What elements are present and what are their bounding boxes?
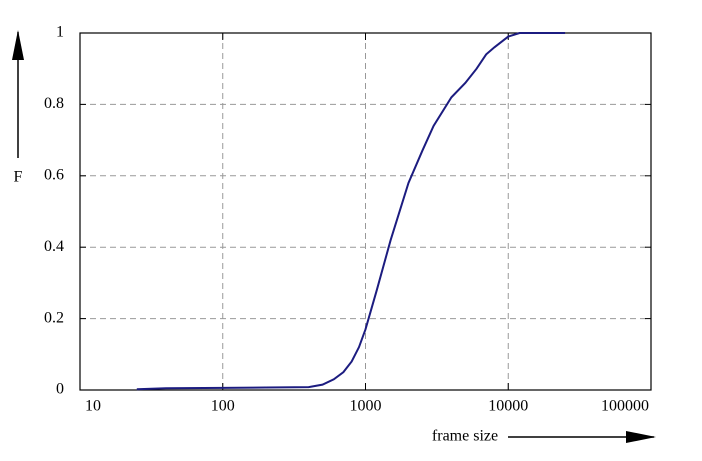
cdf-line: [136, 32, 566, 391]
x-tick-label: 100000: [601, 398, 649, 415]
y-tick-label: 1: [56, 24, 64, 41]
x-tick-label: 100: [211, 398, 235, 415]
y-tick-label: 0.8: [44, 95, 64, 112]
y-tick-label: 0.6: [44, 166, 64, 183]
x-tick-label: 1000: [350, 398, 382, 415]
y-tick-label: 0.2: [44, 309, 64, 326]
x-tick-label: 10000: [488, 398, 528, 415]
y-tick-label: 0: [56, 381, 64, 398]
x-tick-label: 10: [85, 398, 101, 415]
plot-frame: [79, 32, 652, 391]
x-axis-label: frame size: [432, 428, 498, 445]
y-axis-label: F: [14, 169, 23, 186]
y-tick-label: 0.4: [44, 238, 64, 255]
